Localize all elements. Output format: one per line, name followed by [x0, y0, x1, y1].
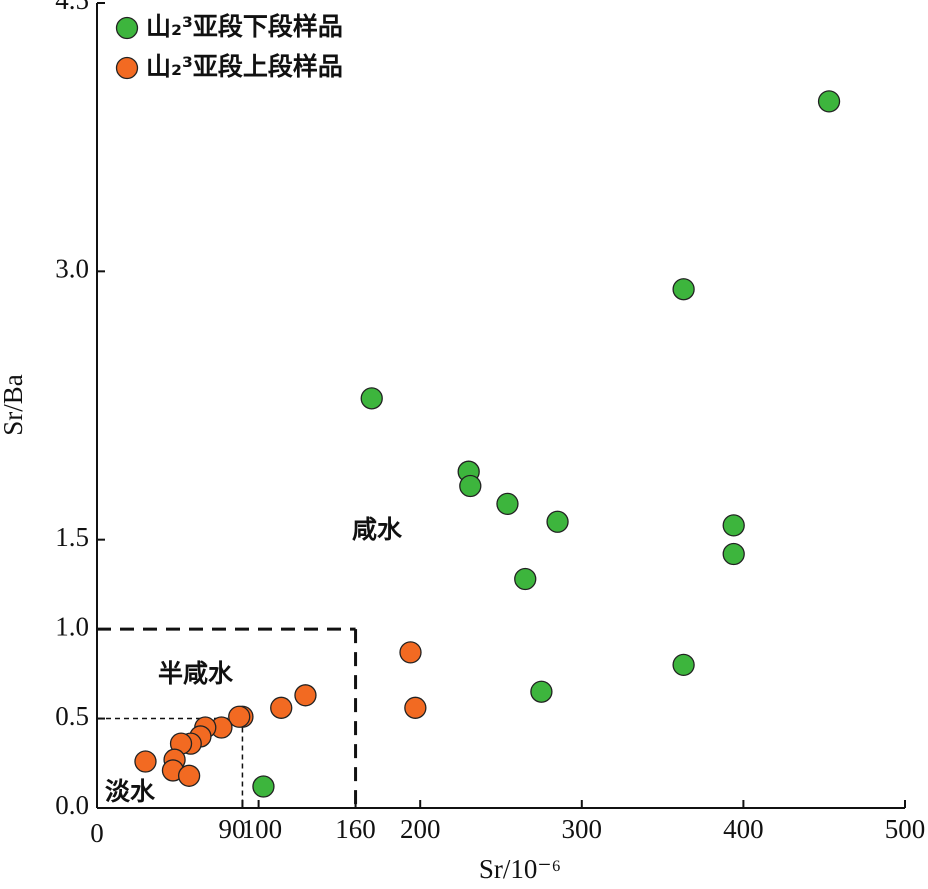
data-point	[134, 750, 157, 773]
x-tick-label: 500	[885, 814, 926, 844]
data-point	[252, 775, 275, 798]
region-label: 咸水	[352, 515, 403, 544]
data-point	[514, 567, 537, 591]
y-tick-label: 4.5	[55, 0, 89, 15]
data-point	[722, 514, 745, 537]
legend-label: 山₂³亚段下段样品	[146, 12, 343, 41]
region-label: 淡水	[105, 777, 156, 806]
data-point	[404, 696, 427, 719]
legend-label: 山₂³亚段上段样品	[146, 52, 343, 81]
data-point	[360, 387, 383, 410]
y-tick-label: 3.0	[55, 254, 89, 284]
x-tick-label: 160	[335, 814, 376, 844]
data-point	[399, 641, 422, 664]
x-tick-label: 0	[90, 818, 104, 848]
data-point	[270, 696, 293, 719]
y-tick-label: 0.5	[55, 701, 89, 731]
data-point	[294, 684, 317, 707]
x-axis-label: Sr/10⁻⁶	[479, 854, 561, 884]
data-point	[672, 653, 695, 677]
data-point	[496, 492, 519, 516]
data-point	[459, 474, 482, 498]
legend-marker	[115, 16, 139, 40]
data-point	[817, 90, 841, 113]
data-point	[546, 510, 569, 533]
data-point	[672, 278, 695, 301]
y-axis-label: Sr/Ba	[0, 374, 28, 436]
x-tick-label: 200	[400, 814, 441, 844]
data-point	[177, 764, 201, 787]
legend-marker	[115, 56, 139, 80]
region-label: 半咸水	[158, 659, 234, 688]
x-tick-label: 300	[562, 814, 603, 844]
x-tick-label: 100	[242, 814, 283, 844]
x-tick-label: 90	[218, 814, 245, 844]
y-tick-label: 1.0	[55, 611, 89, 641]
data-point	[530, 680, 553, 703]
data-point	[722, 542, 745, 566]
data-point	[228, 705, 251, 728]
x-tick-label: 400	[723, 814, 764, 844]
y-tick-label: 0.0	[55, 790, 89, 820]
y-tick-label: 1.5	[55, 522, 89, 552]
